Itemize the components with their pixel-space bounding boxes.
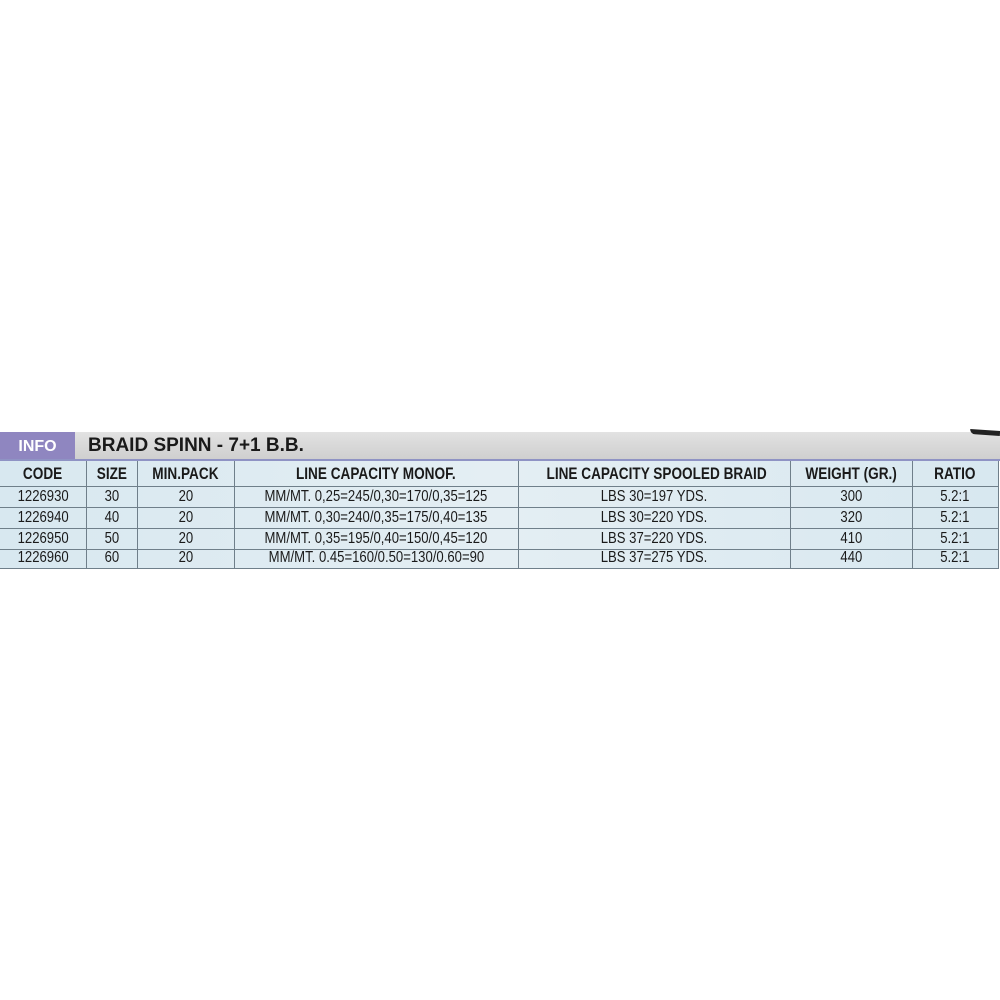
column-header-label: LINE CAPACITY MONOF. — [296, 463, 456, 483]
cell-value: LBS 37=220 YDS. — [600, 530, 708, 547]
table-cell: 1226960 — [0, 549, 87, 569]
table-row: 1226940 40 20 MM/MT. 0,30=240/0,35=175/0,40… — [0, 507, 999, 529]
column-header: RATIO — [912, 461, 999, 487]
table-cell: 410 — [790, 528, 913, 550]
cell-value: 5.2:1 — [940, 530, 970, 547]
column-header-label: WEIGHT (GR.) — [805, 463, 897, 483]
table-cell: 1226930 — [0, 486, 87, 508]
product-title: BRAID SPINN - 7+1 B.B. — [88, 435, 304, 456]
column-header: LINE CAPACITY MONOF. — [234, 461, 519, 487]
table-row: 1226960 60 20 MM/MT. 0.45=160/0.50=130/0.60… — [0, 549, 999, 569]
cell-value: LBS 30=220 YDS. — [600, 509, 708, 526]
cell-value: 440 — [840, 549, 862, 566]
table-cell: 30 — [86, 486, 138, 508]
spec-table: CODE SIZE MIN.PACK LINE CAPACITY MONOF. LINE… — [0, 461, 999, 569]
cell-value: 30 — [104, 488, 119, 505]
table-cell: MM/MT. 0,30=240/0,35=175/0,40=135 — [234, 507, 519, 529]
cell-value: 5.2:1 — [940, 488, 970, 505]
cell-value: MM/MT. 0.45=160/0.50=130/0.60=90 — [268, 549, 484, 566]
table-header-row: CODE SIZE MIN.PACK LINE CAPACITY MONOF. LINE… — [0, 461, 999, 487]
table-cell: LBS 37=275 YDS. — [518, 549, 791, 569]
column-header: SIZE — [86, 461, 138, 487]
cell-value: 20 — [178, 509, 193, 526]
table-cell: MM/MT. 0,25=245/0,30=170/0,35=125 — [234, 486, 519, 508]
cell-value: MM/MT. 0,30=240/0,35=175/0,40=135 — [264, 509, 488, 526]
column-header-label: MIN.PACK — [152, 463, 219, 483]
table-cell: 5.2:1 — [912, 549, 999, 569]
table-cell: 1226940 — [0, 507, 87, 529]
table-cell: 5.2:1 — [912, 507, 999, 529]
table-cell: 60 — [86, 549, 138, 569]
table-cell: 320 — [790, 507, 913, 529]
table-cell: 20 — [137, 486, 235, 508]
table-cell: 440 — [790, 549, 913, 569]
info-badge: INFO — [0, 432, 75, 459]
cell-value: MM/MT. 0,25=245/0,30=170/0,35=125 — [264, 488, 488, 505]
table-cell: 20 — [137, 549, 235, 569]
table-cell: LBS 30=197 YDS. — [518, 486, 791, 508]
column-header: LINE CAPACITY SPOOLED BRAID — [518, 461, 791, 487]
table-row: 1226930 30 20 MM/MT. 0,25=245/0,30=170/0,35… — [0, 486, 999, 508]
cell-value: LBS 37=275 YDS. — [600, 549, 708, 566]
cell-value: 410 — [840, 530, 862, 547]
column-header: WEIGHT (GR.) — [790, 461, 913, 487]
table-cell: 300 — [790, 486, 913, 508]
table-cell: 40 — [86, 507, 138, 529]
cell-value: 20 — [178, 530, 193, 547]
column-header: CODE — [0, 461, 87, 487]
table-row: 1226950 50 20 MM/MT. 0,35=195/0,40=150/0,45… — [0, 528, 999, 550]
cell-value: LBS 30=197 YDS. — [600, 488, 708, 505]
column-header-label: SIZE — [96, 463, 127, 483]
title-bar: INFO BRAID SPINN - 7+1 B.B. — [0, 428, 1000, 461]
cell-value: 50 — [104, 530, 119, 547]
column-header-label: LINE CAPACITY SPOOLED BRAID — [546, 463, 767, 483]
table-cell: LBS 37=220 YDS. — [518, 528, 791, 550]
decorative-swoosh — [969, 428, 1000, 437]
cell-value: 1226950 — [17, 530, 69, 547]
table-cell: LBS 30=220 YDS. — [518, 507, 791, 529]
column-header: MIN.PACK — [137, 461, 235, 487]
table-cell: 50 — [86, 528, 138, 550]
column-header-label: CODE — [23, 463, 63, 483]
table-cell: 5.2:1 — [912, 486, 999, 508]
cell-value: 1226940 — [17, 509, 69, 526]
table-cell: MM/MT. 0.45=160/0.50=130/0.60=90 — [234, 549, 519, 569]
cell-value: 5.2:1 — [940, 509, 970, 526]
cell-value: 1226960 — [17, 549, 69, 566]
column-header-label: RATIO — [934, 463, 976, 483]
cell-value: 300 — [840, 488, 862, 505]
cell-value: MM/MT. 0,35=195/0,40=150/0,45=120 — [264, 530, 488, 547]
cell-value: 1226930 — [17, 488, 69, 505]
table-cell: 1226950 — [0, 528, 87, 550]
cell-value: 320 — [840, 509, 862, 526]
cell-value: 20 — [178, 549, 193, 566]
table-cell: MM/MT. 0,35=195/0,40=150/0,45=120 — [234, 528, 519, 550]
cell-value: 60 — [104, 549, 119, 566]
table-cell: 5.2:1 — [912, 528, 999, 550]
cell-value: 40 — [104, 509, 119, 526]
table-cell: 20 — [137, 528, 235, 550]
table-cell: 20 — [137, 507, 235, 529]
product-spec-band: INFO BRAID SPINN - 7+1 B.B. CODE SIZE MIN.… — [0, 428, 1000, 569]
cell-value: 5.2:1 — [940, 549, 970, 566]
cell-value: 20 — [178, 488, 193, 505]
